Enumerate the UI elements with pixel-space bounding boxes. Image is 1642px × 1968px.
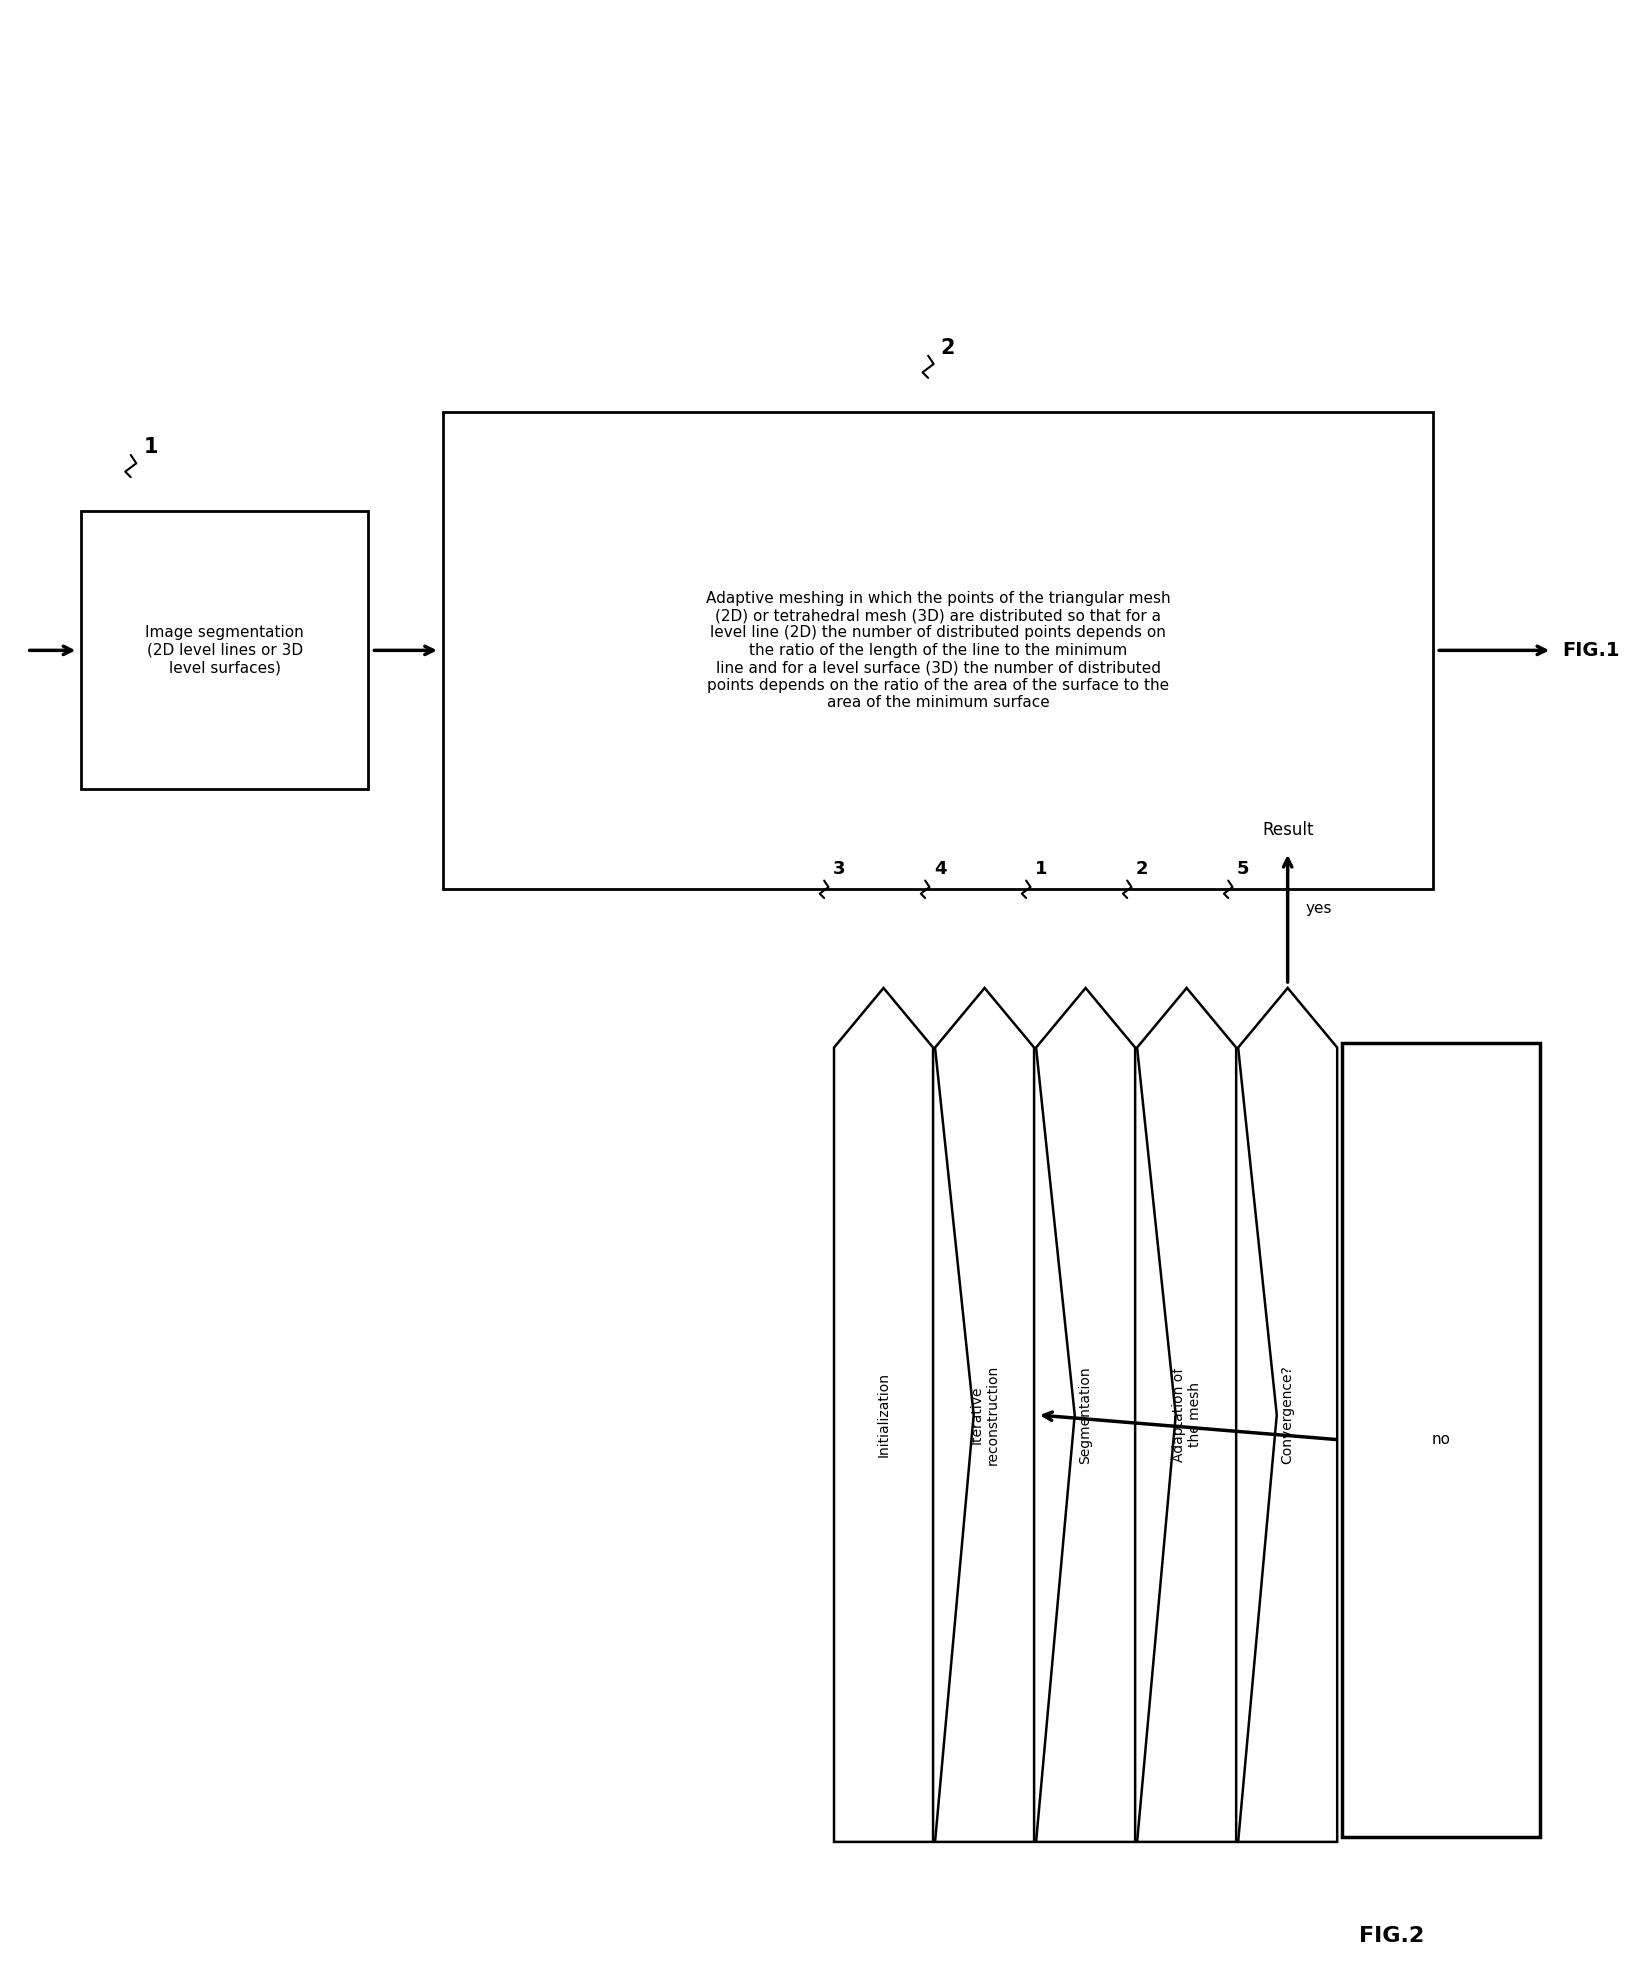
Bar [1342,1043,1540,1836]
Text: no: no [1432,1433,1450,1446]
Text: 5: 5 [1236,860,1250,878]
Text: Initialization: Initialization [877,1372,890,1458]
Text: 2: 2 [941,338,956,358]
Text: FIG.1: FIG.1 [1562,642,1619,659]
Text: 3: 3 [832,860,846,878]
Text: Convergence?: Convergence? [1281,1366,1294,1464]
Text: 4: 4 [934,860,946,878]
Text: Adaptive meshing in which the points of the triangular mesh
(2D) or tetrahedral : Adaptive meshing in which the points of … [706,590,1171,710]
Text: Adaptation of
the mesh: Adaptation of the mesh [1171,1368,1202,1462]
Text: Iterative
reconstruction: Iterative reconstruction [969,1366,1000,1464]
Text: FIG.2: FIG.2 [1360,1927,1424,1946]
Text: 1: 1 [143,437,158,457]
Text: Image segmentation
(2D level lines or 3D
level surfaces): Image segmentation (2D level lines or 3D… [146,626,304,675]
Text: Segmentation: Segmentation [1079,1366,1092,1464]
Text: yes: yes [1305,901,1332,915]
Text: 2: 2 [1136,860,1148,878]
Bar [443,411,1433,890]
Bar [80,512,368,789]
Text: 1: 1 [1034,860,1048,878]
Text: Result: Result [1263,821,1314,838]
